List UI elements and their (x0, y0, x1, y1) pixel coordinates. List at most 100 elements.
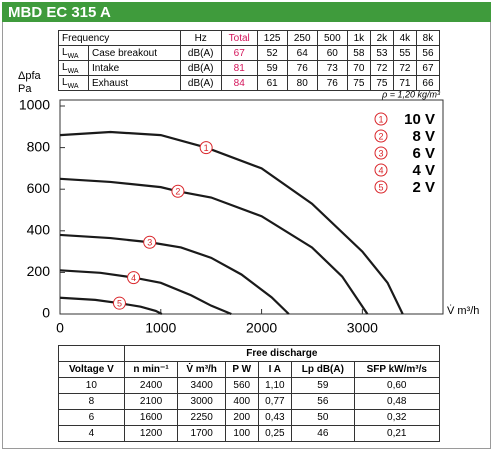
value-cell: 66 (415, 75, 441, 91)
cell: 560 (224, 377, 259, 394)
curve-marker-label: 1 (204, 143, 209, 153)
legend-label: 4 V (412, 162, 435, 179)
value-cell: 84 (220, 75, 258, 91)
column-header: I A (257, 361, 293, 378)
cell: 0,25 (257, 425, 293, 442)
cell: 46 (291, 425, 355, 442)
cell: 400 (224, 393, 259, 410)
column-header: V̇ m³/h (177, 361, 226, 378)
unit: dB(A) (179, 75, 222, 91)
data-row: 10 2400 3400 560 1,10 59 0,60 (58, 377, 441, 394)
empty-cell (58, 345, 125, 362)
title-bar: MBD EC 315 A (2, 2, 491, 22)
curve-marker (143, 235, 157, 249)
legend-marker-label: 5 (378, 182, 383, 192)
cell: 0,32 (353, 409, 441, 426)
cell: 10 (58, 377, 125, 394)
legend-label: 6 V (412, 145, 435, 162)
data-row: 6 1600 2250 200 0,43 50 0,32 (58, 409, 441, 426)
symbol: L (62, 61, 68, 73)
x-tick-label: 3000 (347, 320, 378, 336)
cell: 56 (291, 393, 355, 410)
y-tick-label: 1000 (19, 97, 50, 113)
legend-marker (374, 180, 388, 194)
curve (59, 269, 232, 316)
group-header: Free discharge (123, 345, 441, 362)
cell: 1600 (123, 409, 179, 426)
legend-marker-label: 4 (378, 165, 383, 175)
curve-marker (112, 296, 126, 310)
x-tick-label: 2000 (246, 320, 277, 336)
curve (59, 233, 290, 315)
legend-marker (374, 112, 388, 126)
curve-marker (171, 184, 185, 198)
column-header: Voltage V (58, 361, 125, 378)
x-tick-label: 1000 (145, 320, 176, 336)
cell: 50 (291, 409, 355, 426)
cell: 0,48 (353, 393, 441, 410)
value-cell: 76 (316, 75, 348, 91)
cell: 2100 (123, 393, 179, 410)
curve-marker (127, 271, 141, 285)
y-tick-label: 600 (27, 180, 51, 196)
symbol: L (62, 46, 68, 58)
curve-marker-label: 2 (175, 187, 180, 197)
cell: 200 (224, 409, 259, 426)
cell: 1700 (177, 425, 226, 442)
legend-label: 2 V (412, 179, 435, 196)
cell: 2250 (177, 409, 226, 426)
column-header: SFP kW/m³/s (353, 361, 441, 378)
cell: 2400 (123, 377, 179, 394)
curve-marker-label: 5 (117, 299, 122, 309)
cell: 59 (291, 377, 355, 394)
y-label: Pa (18, 83, 32, 95)
curve-marker-label: 4 (131, 273, 136, 283)
legend-marker-label: 3 (378, 148, 383, 158)
cell: 0,43 (257, 409, 293, 426)
cell: 0,60 (353, 377, 441, 394)
curve-marker (199, 141, 213, 155)
x-label: V̇ m³/h (447, 304, 479, 317)
cell: 3000 (177, 393, 226, 410)
legend-label: 10 V (404, 111, 435, 128)
value-cell: 61 (256, 75, 288, 91)
curve (59, 296, 163, 315)
curve (59, 130, 404, 315)
symbol-sub: WA (67, 82, 79, 90)
symbol-cell: LWA (58, 75, 89, 91)
cell: 1,10 (257, 377, 293, 394)
data-row: 8 2100 3000 400 0,77 56 0,48 (58, 393, 441, 410)
value-cell: 71 (392, 75, 417, 91)
column-header: P W (224, 361, 259, 378)
column-header: Lp dB(A) (291, 361, 355, 378)
value-cell: 75 (369, 75, 394, 91)
y-tick-label: 0 (42, 305, 50, 321)
legend-marker (374, 163, 388, 177)
x-tick-label: 0 (56, 320, 64, 336)
symbol-sub: WA (67, 67, 79, 75)
legend-marker (374, 146, 388, 160)
sound-table: Frequency Hz Total 125 250 500 1k 2k 4k 8k LWA Case… (58, 30, 441, 91)
y-tick-label: 800 (27, 138, 51, 154)
legend-marker-label: 1 (378, 114, 383, 124)
symbol: L (62, 76, 68, 88)
y-tick-label: 400 (27, 222, 51, 238)
legend-label: 8 V (412, 128, 435, 145)
data-row: LWA Intake dB(A) 81 59 76 73 70 72 72 67 (58, 60, 441, 76)
cell: 1200 (123, 425, 179, 442)
data-row: LWA Exhaust dB(A) 84 61 80 76 75 75 71 66 (58, 75, 441, 91)
data-row: 4 1200 1700 100 0,25 46 0,21 (58, 425, 441, 442)
cell: 4 (58, 425, 125, 442)
symbol-sub: WA (67, 52, 79, 60)
cell: 0,21 (353, 425, 441, 442)
group-row: Free discharge (58, 345, 441, 362)
curve (59, 177, 369, 315)
cell: 3400 (177, 377, 226, 394)
annotation: ρ = 1,20 kg/m³ (381, 89, 441, 99)
cell: 0,77 (257, 393, 293, 410)
y-tick-label: 200 (27, 263, 51, 279)
y-label: Δpfa (18, 70, 42, 82)
